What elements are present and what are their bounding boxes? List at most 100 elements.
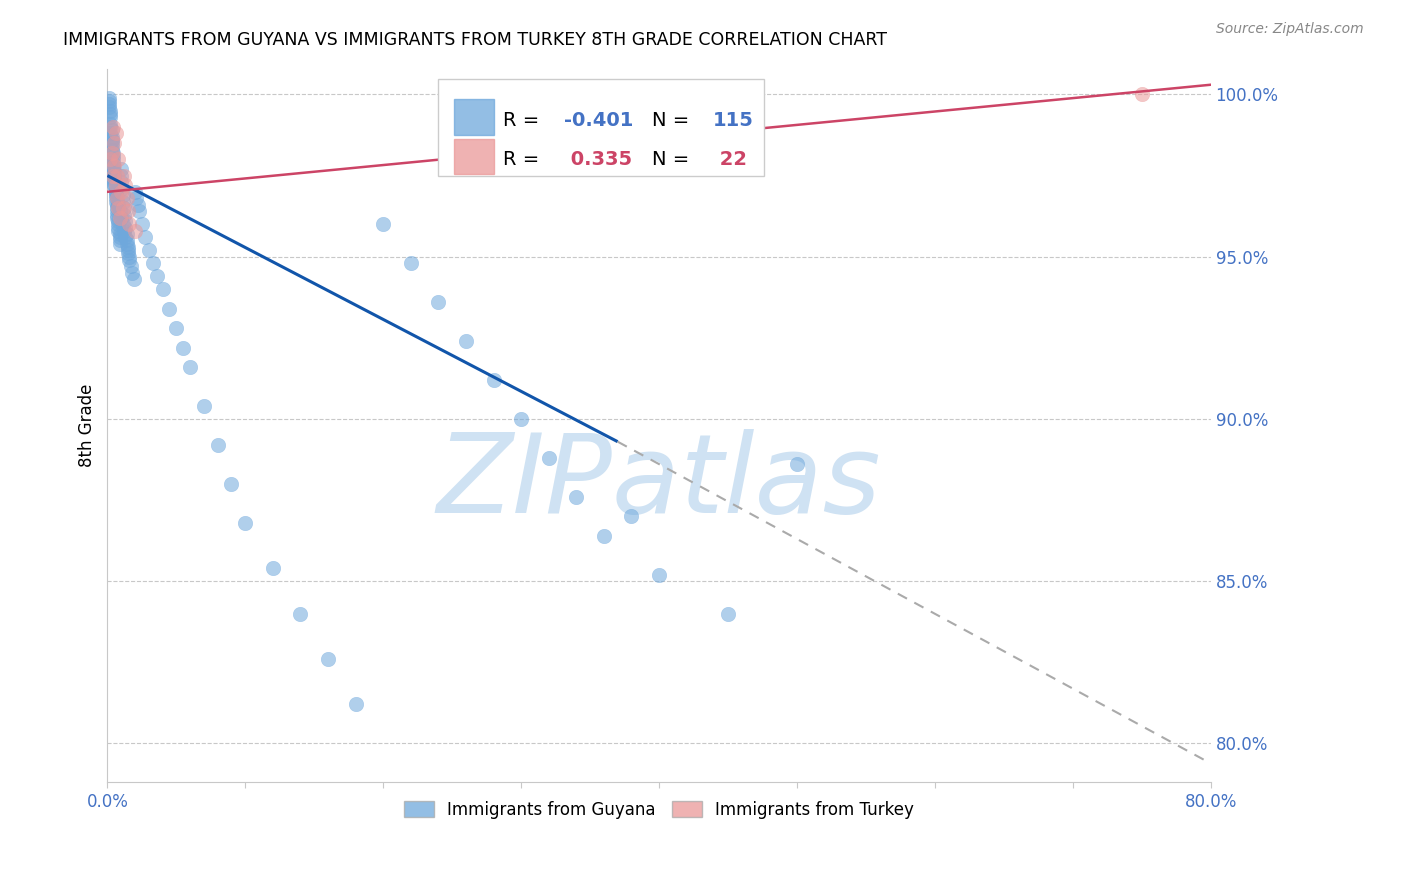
Point	[104, 185, 127, 199]
Point	[117, 240, 139, 254]
Point	[103, 178, 125, 193]
Point	[221, 476, 243, 491]
Text: R =: R =	[503, 150, 546, 169]
Point	[104, 191, 127, 205]
Point	[124, 185, 146, 199]
Point	[107, 220, 129, 235]
Point	[111, 194, 134, 209]
Point	[112, 208, 135, 222]
Point	[108, 211, 131, 225]
Legend: Immigrants from Guyana, Immigrants from Turkey: Immigrants from Guyana, Immigrants from …	[396, 794, 921, 825]
Point	[111, 201, 134, 215]
Point	[152, 282, 174, 296]
Point	[134, 230, 156, 244]
Point	[620, 509, 643, 524]
Point	[117, 246, 139, 260]
Point	[110, 169, 132, 183]
Text: N =: N =	[652, 111, 696, 129]
Text: IMMIGRANTS FROM GUYANA VS IMMIGRANTS FROM TURKEY 8TH GRADE CORRELATION CHART: IMMIGRANTS FROM GUYANA VS IMMIGRANTS FRO…	[63, 31, 887, 49]
Point	[138, 244, 160, 258]
Point	[107, 153, 129, 167]
Point	[179, 359, 201, 374]
Point	[100, 145, 122, 160]
Point	[104, 188, 127, 202]
Point	[97, 91, 120, 105]
Point	[101, 120, 124, 134]
Point	[98, 159, 121, 173]
Point	[262, 561, 284, 575]
Point	[112, 169, 135, 183]
Point	[103, 178, 125, 193]
Point	[100, 123, 122, 137]
Point	[105, 169, 128, 183]
Point	[122, 272, 145, 286]
Text: ZIPatlas: ZIPatlas	[437, 429, 882, 536]
Point	[118, 252, 141, 267]
Point	[101, 169, 124, 183]
Point	[104, 127, 127, 141]
Point	[193, 399, 215, 413]
Point	[233, 516, 256, 530]
Text: N =: N =	[652, 150, 696, 169]
Point	[110, 211, 132, 225]
Point	[344, 698, 367, 712]
Point	[98, 120, 121, 134]
Point	[100, 133, 122, 147]
Point	[107, 217, 129, 231]
Point	[128, 204, 150, 219]
Point	[107, 224, 129, 238]
Text: R =: R =	[503, 111, 546, 129]
Point	[117, 204, 139, 219]
Point	[115, 234, 138, 248]
Point	[100, 129, 122, 144]
Point	[125, 191, 148, 205]
Point	[118, 217, 141, 231]
FancyBboxPatch shape	[439, 79, 763, 176]
Point	[118, 250, 141, 264]
Point	[103, 136, 125, 150]
Point	[105, 204, 128, 219]
Point	[592, 529, 614, 543]
Point	[104, 185, 127, 199]
Point	[97, 94, 120, 108]
Point	[104, 178, 127, 193]
Point	[105, 208, 128, 222]
Point	[105, 211, 128, 225]
Point	[100, 136, 122, 150]
Point	[104, 181, 127, 195]
Point	[100, 139, 122, 153]
Point	[565, 490, 588, 504]
Point	[146, 269, 169, 284]
FancyBboxPatch shape	[454, 138, 494, 174]
Point	[120, 260, 142, 274]
Point	[100, 143, 122, 157]
Text: Source: ZipAtlas.com: Source: ZipAtlas.com	[1216, 22, 1364, 37]
FancyBboxPatch shape	[454, 99, 494, 135]
Point	[107, 201, 129, 215]
Point	[98, 107, 121, 121]
Point	[316, 652, 339, 666]
Point	[114, 220, 136, 235]
Point	[1130, 87, 1153, 102]
Y-axis label: 8th Grade: 8th Grade	[79, 384, 96, 467]
Point	[105, 198, 128, 212]
Point	[537, 450, 560, 465]
Point	[98, 110, 121, 124]
Point	[108, 234, 131, 248]
Point	[110, 162, 132, 177]
Point	[131, 217, 153, 231]
Point	[105, 201, 128, 215]
Point	[165, 321, 187, 335]
Point	[101, 145, 124, 160]
Point	[97, 100, 120, 114]
Point	[101, 162, 124, 177]
Point	[101, 159, 124, 173]
Point	[97, 153, 120, 167]
Point	[108, 236, 131, 251]
Point	[110, 175, 132, 189]
Point	[101, 149, 124, 163]
Point	[159, 301, 181, 316]
Point	[114, 230, 136, 244]
Point	[117, 244, 139, 258]
Point	[98, 153, 121, 167]
